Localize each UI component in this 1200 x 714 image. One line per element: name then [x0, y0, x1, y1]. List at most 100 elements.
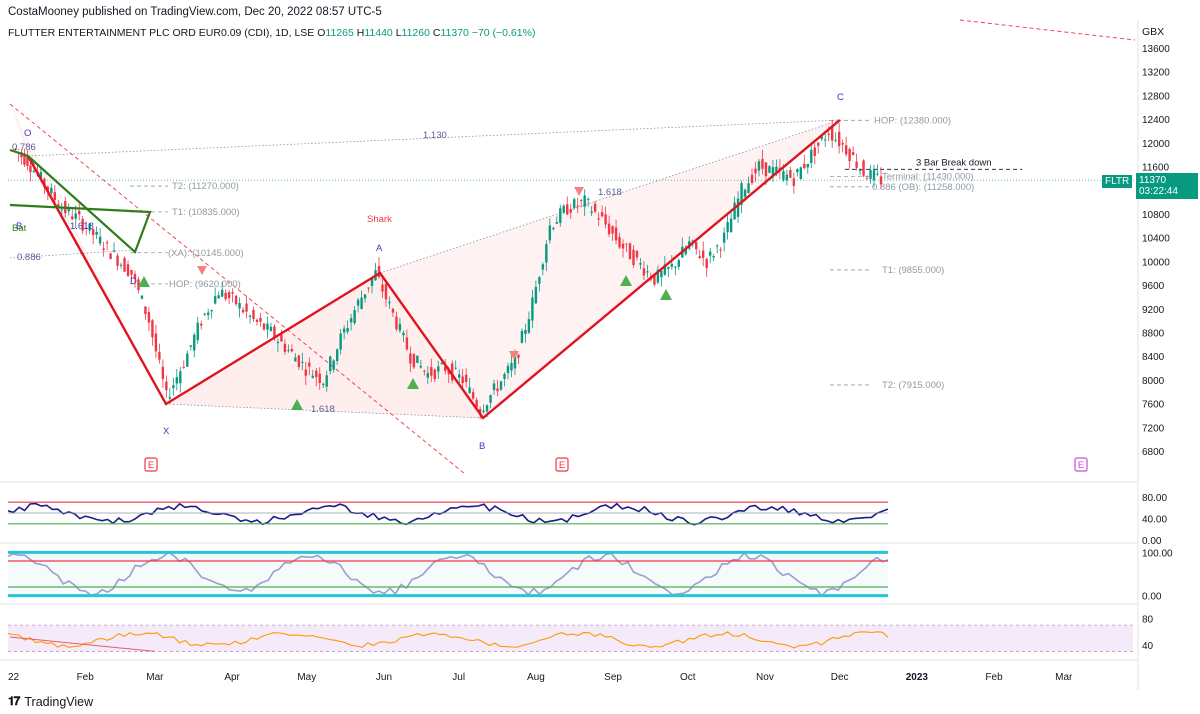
x-tick-label: Aug — [527, 672, 545, 683]
candle-body — [398, 323, 402, 331]
candle-body — [879, 176, 883, 185]
candle-body — [315, 370, 318, 378]
candle-body — [806, 163, 809, 168]
symbol-ohlc-line: FLUTTER ENTERTAINMENT PLC ORD EUR0.09 (C… — [8, 27, 535, 39]
candle-body — [84, 227, 88, 229]
candle-body — [485, 405, 489, 412]
sell-signal-triangle — [197, 266, 207, 275]
osc-tick-label: 80 — [1142, 615, 1154, 626]
candle-body — [628, 243, 632, 260]
osc-tick-label: 40.00 — [1142, 514, 1167, 525]
candle-body — [241, 309, 245, 313]
candle-body — [667, 266, 670, 269]
candle-body — [876, 173, 879, 175]
low-value: 11260 — [401, 27, 430, 39]
candle-body — [782, 171, 785, 180]
candle-body — [524, 329, 527, 334]
candle-body — [182, 366, 185, 368]
candle-body — [566, 204, 569, 215]
candle-body — [412, 353, 416, 368]
candle-body — [356, 299, 360, 306]
candle-body — [161, 366, 165, 380]
candle-body — [691, 240, 694, 242]
candle-body — [245, 303, 248, 312]
candle-body — [621, 243, 625, 249]
osc-tick-label: 80.00 — [1142, 493, 1167, 504]
candle-body — [632, 249, 635, 266]
ratio-label: 1.130 — [423, 130, 447, 141]
candle-body — [346, 328, 349, 332]
candle-body — [573, 199, 576, 208]
y-tick-label: 7200 — [1142, 423, 1165, 434]
candle-body — [367, 287, 370, 289]
candle-body — [388, 301, 391, 304]
high-label: H — [356, 27, 365, 39]
osc-tick-label: 40 — [1142, 641, 1154, 652]
candle-body — [611, 226, 614, 234]
x-tick-label: Jun — [376, 672, 392, 683]
candle-body — [614, 227, 618, 241]
candle-body — [579, 199, 583, 201]
candle-body — [437, 366, 440, 372]
trend-line-dashed-right — [959, 19, 1136, 41]
level-label: T2: (11270.000) — [172, 181, 239, 192]
candle-body — [799, 167, 803, 179]
pattern-fill-bc — [380, 120, 840, 418]
symbol-name: FLUTTER ENTERTAINMENT PLC ORD EUR0.09 (C… — [8, 27, 315, 39]
buy-signal-triangle — [291, 399, 303, 410]
candle-body — [517, 354, 520, 358]
candle-body — [318, 373, 321, 384]
candle-body — [297, 355, 301, 368]
tradingview-brand[interactable]: 𝟏𝟕 TradingView — [8, 694, 93, 709]
candle-body — [851, 152, 855, 156]
candle-body — [32, 170, 36, 172]
candle-body — [259, 317, 262, 322]
ratio-label: 0.786 — [12, 142, 36, 153]
x-tick-label: Feb — [985, 672, 1003, 683]
candle-body — [39, 172, 43, 180]
candle-body — [743, 189, 747, 197]
osc-tick-label: 0.00 — [1142, 536, 1162, 547]
y-tick-label: 10800 — [1142, 210, 1170, 221]
candle-body — [841, 143, 844, 145]
candle-body — [370, 278, 374, 286]
candle-body — [872, 170, 876, 181]
candle-body — [653, 273, 656, 285]
candle-body — [283, 343, 287, 352]
y-tick-label: 12000 — [1142, 139, 1170, 150]
candle-body — [618, 236, 621, 248]
candle-body — [133, 273, 137, 280]
candle-body — [862, 160, 865, 176]
candle-body — [360, 297, 363, 309]
candle-body — [248, 315, 252, 317]
candle-body — [280, 334, 283, 342]
candle-body — [684, 247, 687, 255]
candle-body — [625, 243, 628, 245]
x-tick-label: Dec — [831, 672, 849, 683]
candle-body — [227, 292, 231, 299]
candle-body — [747, 183, 750, 194]
candle-body — [569, 209, 572, 213]
candle-body — [670, 263, 674, 267]
candle-body — [754, 168, 757, 174]
close-value: 11370 — [440, 27, 469, 39]
guide-line-ac — [379, 119, 841, 274]
level-label: HOP: (9620.000) — [169, 279, 241, 290]
candle-body — [789, 170, 792, 178]
candle-body — [287, 349, 290, 351]
last-price-value: 11370 — [1139, 175, 1167, 186]
level-label: T1: (9855.000) — [882, 265, 944, 276]
candle-body — [98, 236, 102, 244]
candle-body — [729, 218, 733, 233]
candle-body — [604, 214, 607, 225]
candle-body — [642, 268, 646, 276]
harmonic-pattern-legs — [26, 119, 841, 420]
buy-signal-triangle — [407, 378, 419, 389]
candle-body — [865, 178, 869, 180]
candle-body — [541, 264, 545, 270]
earnings-marker — [144, 457, 158, 472]
candle-body — [335, 349, 339, 361]
candle-body — [674, 266, 677, 268]
y-tick-label: 8400 — [1142, 352, 1165, 363]
